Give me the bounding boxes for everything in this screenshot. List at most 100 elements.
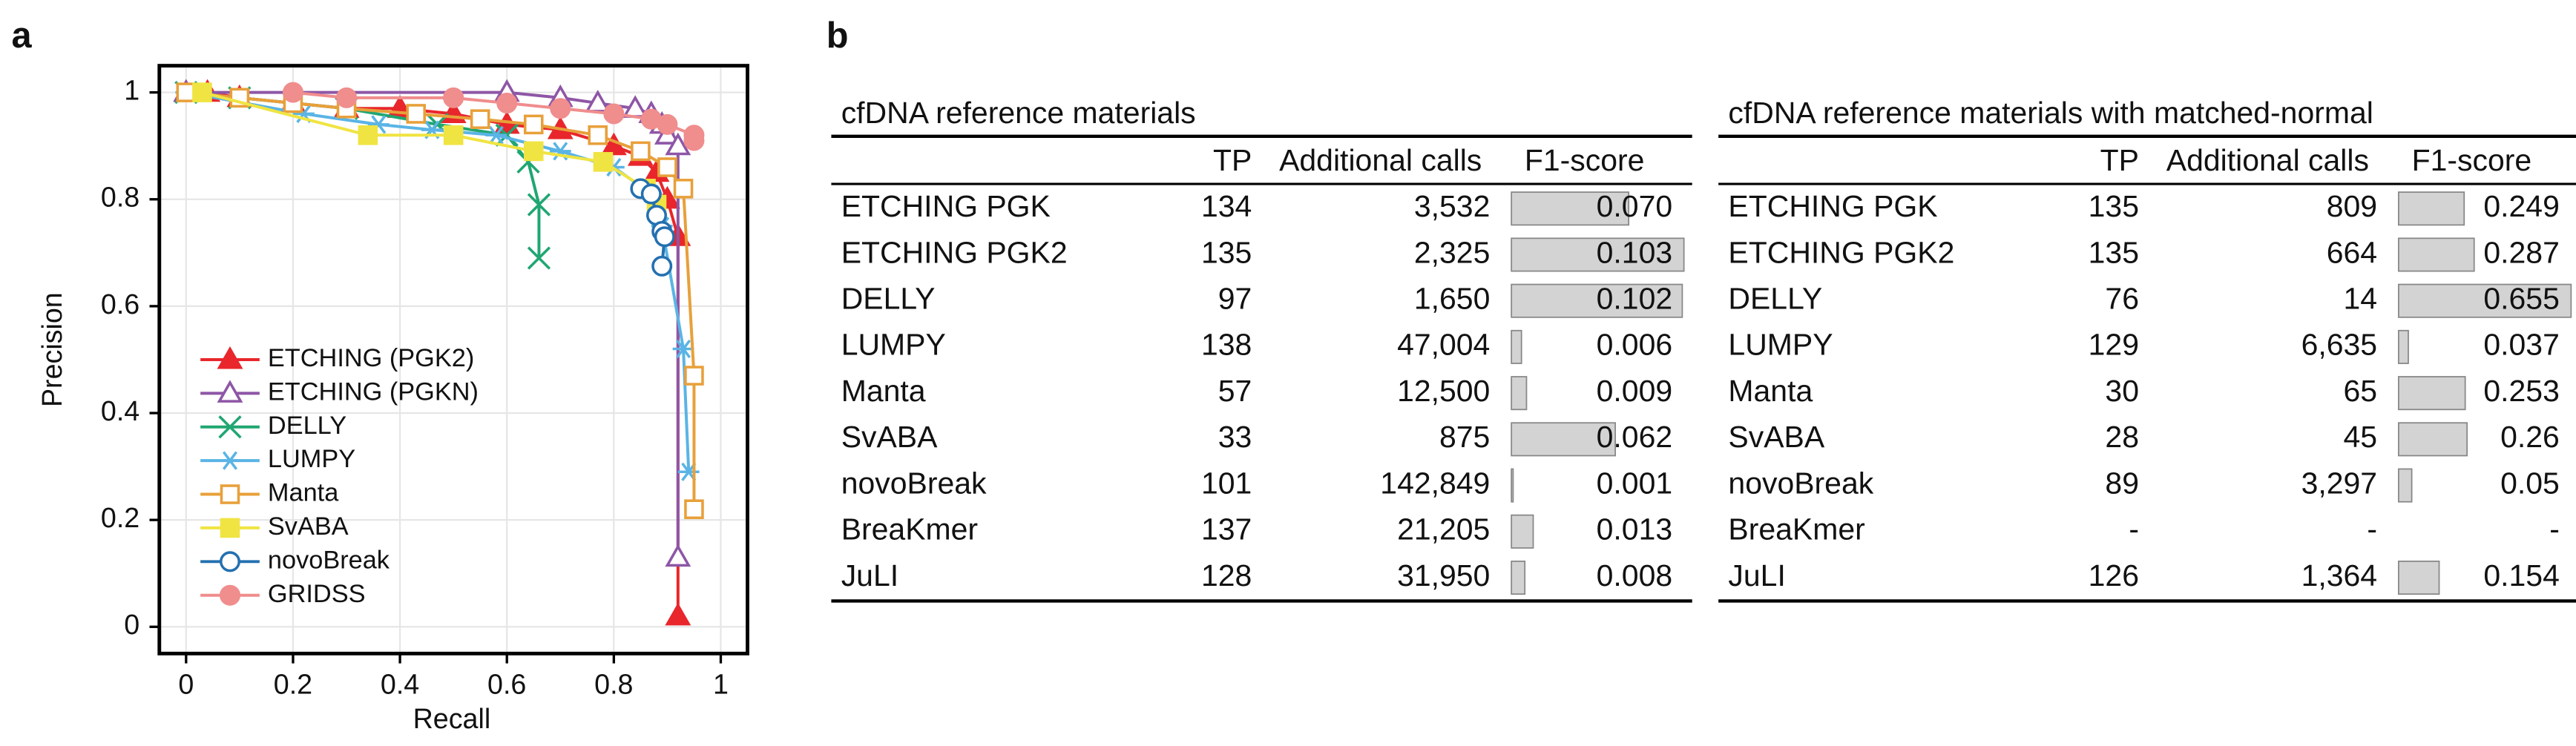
f1-bar [1511, 376, 1528, 411]
tp-cell: 137 [1201, 512, 1252, 547]
marker [684, 366, 704, 386]
plot-frame [157, 64, 749, 656]
row-name: Manta [841, 374, 926, 408]
f1-bar [1511, 329, 1522, 364]
f1-bar [1511, 422, 1616, 457]
marker [683, 130, 705, 151]
f1-cell: 0.287 [2483, 235, 2559, 269]
column-header: TP [2100, 143, 2139, 177]
marker [640, 183, 662, 205]
f1-bar [2397, 468, 2413, 503]
row-name: ETCHING PGK [841, 189, 1051, 223]
calls-cell: 142,849 [1380, 466, 1490, 500]
marker [336, 87, 358, 108]
marker [603, 103, 625, 125]
column-header: Additional calls [1279, 143, 1482, 177]
marker [527, 246, 551, 270]
calls-cell: 21,205 [1397, 512, 1490, 547]
x-axis-label: Recall [413, 703, 491, 734]
legend-label: LUMPY [268, 445, 355, 473]
calls-cell: 1,650 [1414, 281, 1490, 315]
row-name: LUMPY [841, 328, 946, 362]
tp-cell: 134 [1201, 189, 1252, 223]
f1-cell: 0.26 [2500, 420, 2560, 454]
f1-bar [2397, 376, 2466, 411]
marker [443, 125, 464, 145]
f1-bar [2397, 422, 2468, 457]
row-name: JuLI [841, 558, 898, 592]
tp-cell: - [2129, 512, 2139, 547]
x-tick-label: 1 [713, 669, 729, 700]
calls-cell: 31,950 [1397, 558, 1490, 592]
marker [219, 451, 241, 470]
panel-label: a [12, 16, 33, 56]
f1-cell: - [2549, 512, 2560, 547]
marker [192, 82, 212, 102]
row-name: DELLY [841, 281, 936, 315]
marker [523, 114, 544, 135]
y-tick-label: 0.6 [101, 288, 139, 320]
calls-cell: 45 [2344, 420, 2378, 454]
x-tick-label: 0.4 [381, 669, 419, 700]
f1-cell: 0.249 [2483, 189, 2559, 223]
marker [220, 484, 240, 504]
f1-cell: 0.009 [1597, 374, 1672, 408]
row-name: DELLY [1728, 281, 1822, 315]
legend-label: Manta [268, 479, 339, 507]
x-tick-label: 0 [178, 669, 194, 700]
column-header: F1-score [2412, 143, 2532, 177]
column-header: F1-score [1525, 143, 1645, 177]
f1-cell: 0.070 [1597, 189, 1672, 223]
f1-cell: 0.102 [1597, 281, 1672, 315]
f1-cell: 0.253 [2483, 374, 2559, 408]
marker [406, 104, 426, 124]
y-axis-label: Precision [36, 292, 68, 407]
marker [684, 499, 704, 520]
calls-cell: 875 [1439, 420, 1490, 454]
f1-cell: 0.655 [2483, 281, 2559, 315]
f1-cell: 0.006 [1597, 328, 1672, 362]
tp-cell: 30 [2105, 374, 2139, 408]
calls-cell: 6,635 [2301, 328, 2377, 362]
marker [219, 551, 241, 572]
f1-cell: 0.062 [1597, 420, 1672, 454]
marker [217, 380, 243, 403]
legend-label: DELLY [268, 412, 346, 440]
legend-label: ETCHING (PGK2) [268, 344, 474, 372]
calls-cell: 14 [2344, 281, 2378, 315]
column-header: Additional calls [2166, 143, 2369, 177]
f1-bar [1511, 283, 1683, 318]
tp-cell: 135 [2089, 189, 2139, 223]
tp-cell: 97 [1218, 281, 1252, 315]
tp-cell: 126 [2089, 558, 2139, 592]
panel-label: b [827, 16, 849, 56]
calls-cell: 12,500 [1397, 374, 1490, 408]
marker [665, 602, 691, 626]
table-title: cfDNA reference materials with matched-n… [1728, 96, 2373, 130]
f1-bar [1511, 191, 1630, 226]
marker [219, 584, 241, 606]
f1-cell: 0.05 [2500, 466, 2560, 500]
row-name: ETCHING PGK2 [841, 235, 1068, 269]
y-tick-label: 0 [124, 609, 139, 640]
tp-cell: 33 [1218, 420, 1252, 454]
marker [593, 152, 614, 172]
y-tick-label: 0.8 [101, 182, 139, 213]
marker [485, 125, 507, 145]
x-tick-label: 0.2 [274, 669, 312, 700]
legend-label: ETCHING (PGKN) [268, 377, 479, 406]
x-tick-label: 0.6 [487, 669, 526, 700]
marker [496, 93, 518, 114]
row-name: Manta [1728, 374, 1813, 408]
row-name: SvABA [841, 420, 938, 454]
marker [470, 109, 490, 129]
marker [657, 157, 677, 177]
marker [665, 132, 691, 156]
row-name: JuLI [1728, 558, 1785, 592]
y-tick-label: 0.2 [101, 502, 139, 533]
calls-cell: 809 [2327, 189, 2377, 223]
row-name: ETCHING PGK [1728, 189, 1937, 223]
tp-cell: 76 [2105, 281, 2139, 315]
tp-cell: 28 [2105, 420, 2139, 454]
